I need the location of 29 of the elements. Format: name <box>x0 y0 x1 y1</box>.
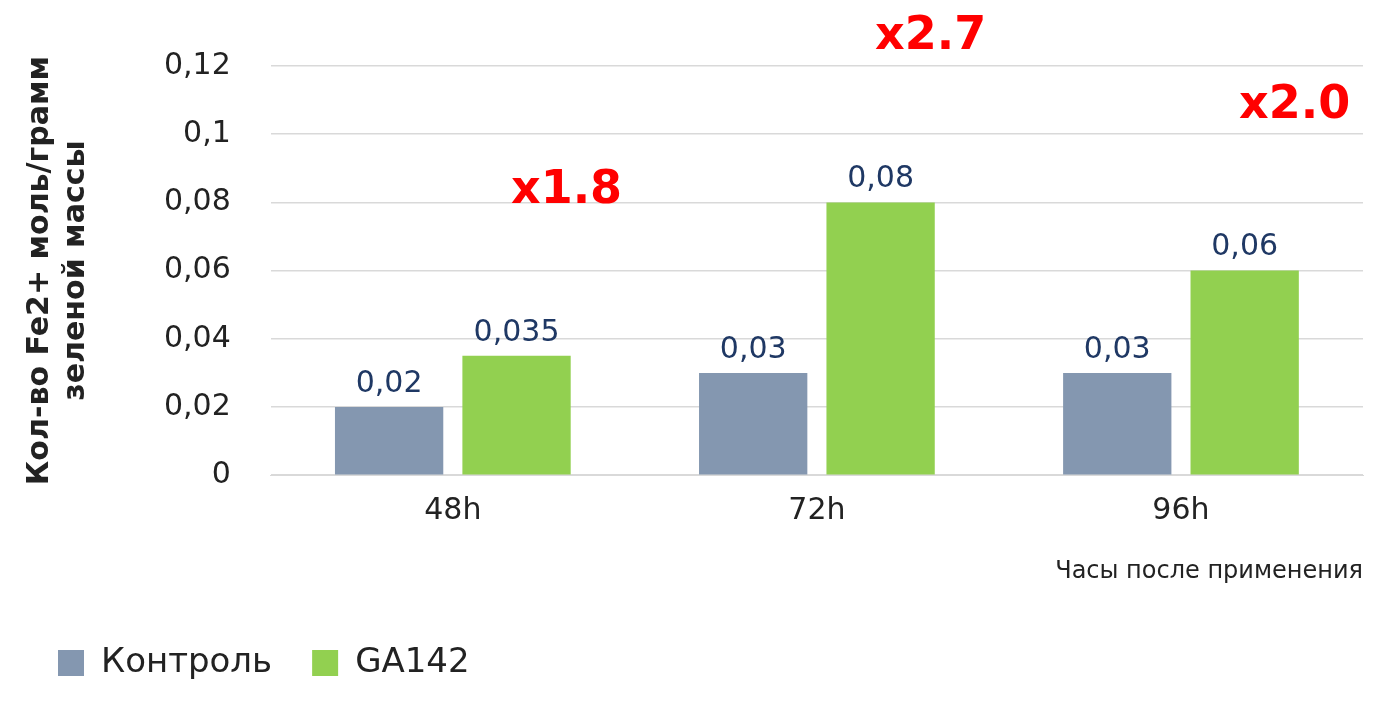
x-tick-label: 48h <box>424 491 482 526</box>
data-label: 0,08 <box>847 159 915 195</box>
x-tick-label: 72h <box>788 491 846 526</box>
y-tick-label: 0,06 <box>164 250 231 286</box>
bar <box>826 202 935 475</box>
bar <box>1190 270 1299 475</box>
data-label: 0,03 <box>1083 329 1151 365</box>
text: x2.7 <box>875 6 987 61</box>
legend-label: Контроль <box>101 639 273 680</box>
y-axis-title: Кол-во Fe2+ моль/грамм зеленой массы <box>19 56 91 486</box>
data-label: 0,03 <box>719 329 787 365</box>
y-tick-label: 0,08 <box>164 182 231 218</box>
x-tick-label: 96h <box>1152 491 1210 526</box>
legend-label: GA142 <box>355 639 470 680</box>
y-tick-label: 0,12 <box>164 45 231 81</box>
bar <box>334 407 444 475</box>
y-tick-label: 0,1 <box>183 114 231 149</box>
x-axis-title: Часы после применения <box>1055 555 1363 584</box>
data-label: 0,035 <box>473 312 560 348</box>
data-label: 0,06 <box>1211 227 1279 263</box>
bar <box>462 355 571 475</box>
y-tick-label: 0 <box>211 455 231 490</box>
annotation: x1.8 <box>510 159 623 214</box>
y-tick-label: 0,04 <box>164 318 231 354</box>
annotation: x2.0 <box>1239 74 1351 129</box>
bar <box>1063 372 1172 475</box>
data-label: 0,02 <box>355 363 423 399</box>
bar <box>699 372 808 475</box>
y-tick-label: 0,02 <box>164 386 231 422</box>
